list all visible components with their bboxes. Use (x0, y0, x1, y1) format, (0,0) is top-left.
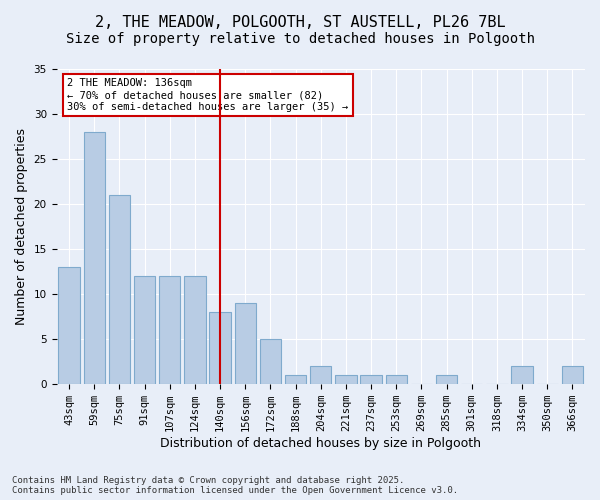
Bar (235, 303, 256, 384)
Text: Contains HM Land Registry data © Crown copyright and database right 2025.
Contai: Contains HM Land Registry data © Crown c… (12, 476, 458, 495)
Bar (184, 276, 206, 384)
Bar (58, 267, 80, 384)
Bar (436, 375, 457, 384)
Bar (260, 339, 281, 384)
Bar (285, 375, 306, 384)
Bar (335, 375, 356, 384)
X-axis label: Distribution of detached houses by size in Polgooth: Distribution of detached houses by size … (160, 437, 481, 450)
Bar (109, 195, 130, 384)
Y-axis label: Number of detached properties: Number of detached properties (15, 128, 28, 325)
Text: Size of property relative to detached houses in Polgooth: Size of property relative to detached ho… (65, 32, 535, 46)
Bar (562, 366, 583, 384)
Bar (209, 312, 231, 384)
Bar (310, 366, 331, 384)
Bar (386, 375, 407, 384)
Text: 2 THE MEADOW: 136sqm
← 70% of detached houses are smaller (82)
30% of semi-detac: 2 THE MEADOW: 136sqm ← 70% of detached h… (67, 78, 349, 112)
Text: 2, THE MEADOW, POLGOOTH, ST AUSTELL, PL26 7BL: 2, THE MEADOW, POLGOOTH, ST AUSTELL, PL2… (95, 15, 505, 30)
Bar (134, 276, 155, 384)
Bar (83, 132, 105, 384)
Bar (511, 366, 533, 384)
Bar (361, 375, 382, 384)
Bar (159, 276, 181, 384)
